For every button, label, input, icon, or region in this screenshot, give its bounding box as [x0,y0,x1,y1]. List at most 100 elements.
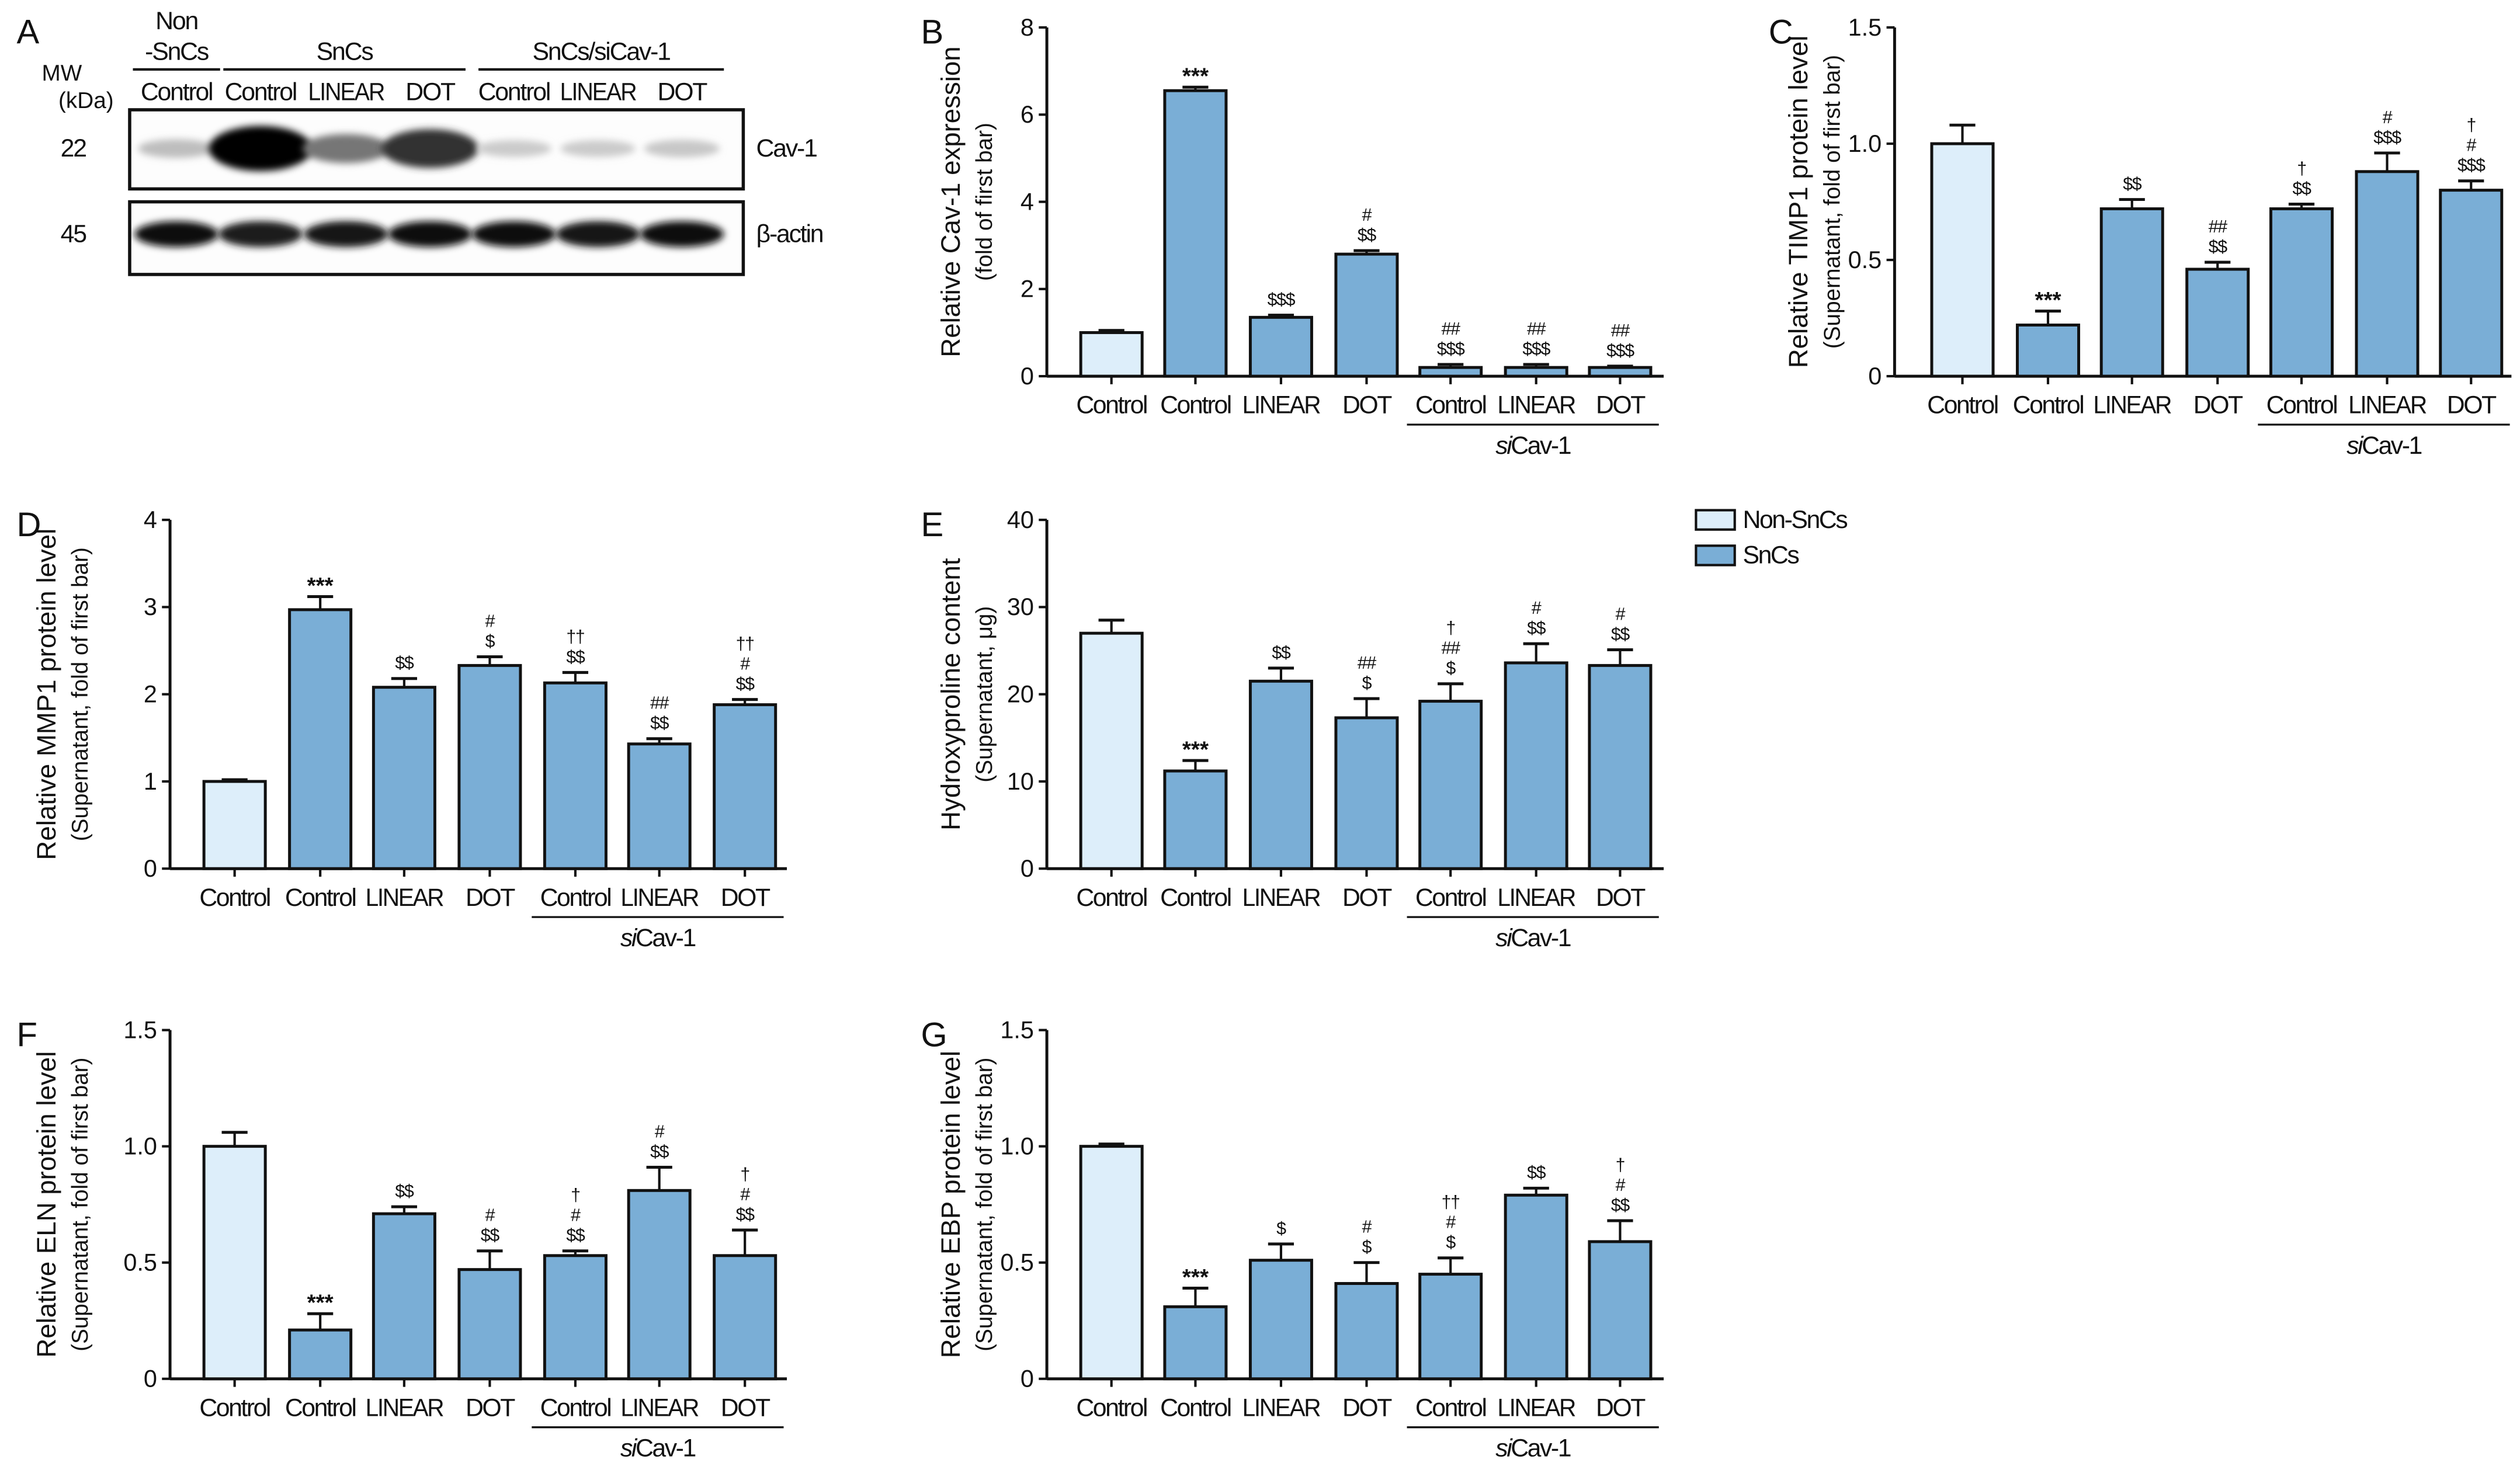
blot-group-label: SnCs/siCav-1 [533,37,671,65]
significance-marker: # [1362,1217,1372,1237]
significance-marker: # [1532,598,1542,618]
significance-marker: $$ [1358,225,1377,245]
y-tick-label: 0 [1021,1365,1034,1392]
bar [1334,716,1399,870]
y-tick-label: 0.5 [123,1249,157,1276]
x-tick-label: LINEAR [2093,391,2171,419]
significance-marker: $$$ [2457,155,2486,175]
x-tick-label: Control [2266,391,2337,419]
blot-lane-label: LINEAR [560,78,636,106]
significance-marker: # [655,1121,665,1141]
protein-band [560,140,636,157]
y-tick-label: 3 [144,593,157,620]
x-tick-label: LINEAR [1242,1394,1320,1422]
bar [202,1145,267,1381]
x-tick-label: DOT [1342,391,1392,419]
significance-marker: †† [566,627,584,647]
bar [1248,315,1313,378]
protein-band [476,140,552,157]
y-tick-label: 0 [144,854,157,882]
bar [2269,207,2334,378]
x-tick-label: LINEAR [1242,391,1320,419]
panel-label: E [921,506,943,544]
y-axis-sublabel: (Supernatant, fold of first bar) [972,1058,997,1352]
y-axis-label: Relative TIMP1 protein level [1783,36,1813,369]
significance-marker: $$ [2209,237,2228,256]
blot-lane-label: DOT [405,78,456,106]
x-tick-label: LINEAR [1497,884,1575,912]
x-tick-label: Control [285,884,356,912]
bar [543,681,608,870]
blot-lane-label: Control [478,78,550,106]
y-axis-sublabel: (Supernatant, fold of first bar) [68,1058,93,1352]
significance-marker: # [740,1184,750,1204]
significance-marker: *** [1182,1265,1209,1290]
x-tick-label: Control [1076,884,1147,912]
group-label-rest: Cav-1 [636,924,695,952]
bar [1079,1145,1144,1381]
x-tick-label: LINEAR [2348,391,2426,419]
protein-band [644,140,720,158]
bar [1334,252,1399,378]
y-axis-sublabel: (Supernatant, fold of first bar) [1820,55,1845,349]
significance-marker: ## [2209,217,2228,237]
protein-band [209,126,313,172]
protein-label: β-actin [756,220,823,248]
y-tick-label: 2 [1021,275,1034,303]
significance-marker: † [1446,618,1455,638]
y-axis-sublabel: (Supernatant, fold of first bar) [68,547,93,841]
y-tick-label: 1.0 [123,1132,157,1159]
y-axis-sublabel: (fold of first bar) [972,123,997,281]
y-tick-label: 1.0 [1848,130,1882,157]
x-tick-label: DOT [1596,391,1646,419]
significance-marker: # [571,1206,581,1225]
bar [2015,324,2080,378]
significance-marker: $$ [2123,174,2142,194]
significance-marker: † [1616,1155,1625,1175]
significance-marker: $$ [736,674,755,694]
bar [202,780,267,870]
bar [288,1328,353,1381]
panel-label: C [1769,13,1793,51]
significance-marker: † [740,1164,749,1184]
chart-panel-F: F 0 0.5 1.0 1.5 Relative ELN protein level (Su… [16,1016,787,1462]
bar [2439,189,2504,378]
legend-swatch-sncs [1695,544,1736,567]
protein-band [472,221,556,247]
significance-marker: $ [485,631,495,651]
x-tick-label: DOT [1596,1394,1646,1422]
significance-marker: # [1446,1213,1456,1232]
bar [1588,1240,1653,1381]
significance-marker: $$ [566,647,585,667]
significance-marker: ## [650,693,669,713]
y-tick-label: 10 [1007,767,1034,795]
blot-group-label: -SnCs [145,37,209,65]
significance-marker: $$ [481,1225,500,1245]
significance-marker: # [2383,107,2393,127]
mw-unit-label: (kDa) [58,88,114,113]
x-tick-label: LINEAR [1497,1394,1575,1422]
x-tick-label: LINEAR [1497,391,1575,419]
group-label: siCav-1 [1495,1434,1570,1462]
significance-marker: † [2466,115,2476,135]
x-tick-label: DOT [466,884,515,912]
significance-marker: $$ [1527,1163,1546,1183]
x-tick-label: DOT [466,1394,515,1422]
y-tick-label: 0.5 [1000,1249,1034,1276]
blot-lane-label: DOT [657,78,707,106]
group-label: siCav-1 [1495,924,1570,952]
significance-marker: $ [1362,673,1372,693]
protein-label: Cav-1 [756,134,817,162]
bar [1248,679,1313,870]
panel-label: F [16,1016,37,1054]
x-tick-label: Control [1415,884,1486,912]
significance-marker: $ [1446,658,1456,678]
bar [2355,170,2420,378]
legend-label-non-sncs: Non-SnCs [1743,506,1848,534]
x-tick-label: Control [1160,1394,1231,1422]
significance-marker: # [740,654,750,673]
protein-band [218,221,303,247]
blot-lane-label: LINEAR [308,78,384,106]
legend: Non-SnCs SnCs [1695,506,1849,569]
